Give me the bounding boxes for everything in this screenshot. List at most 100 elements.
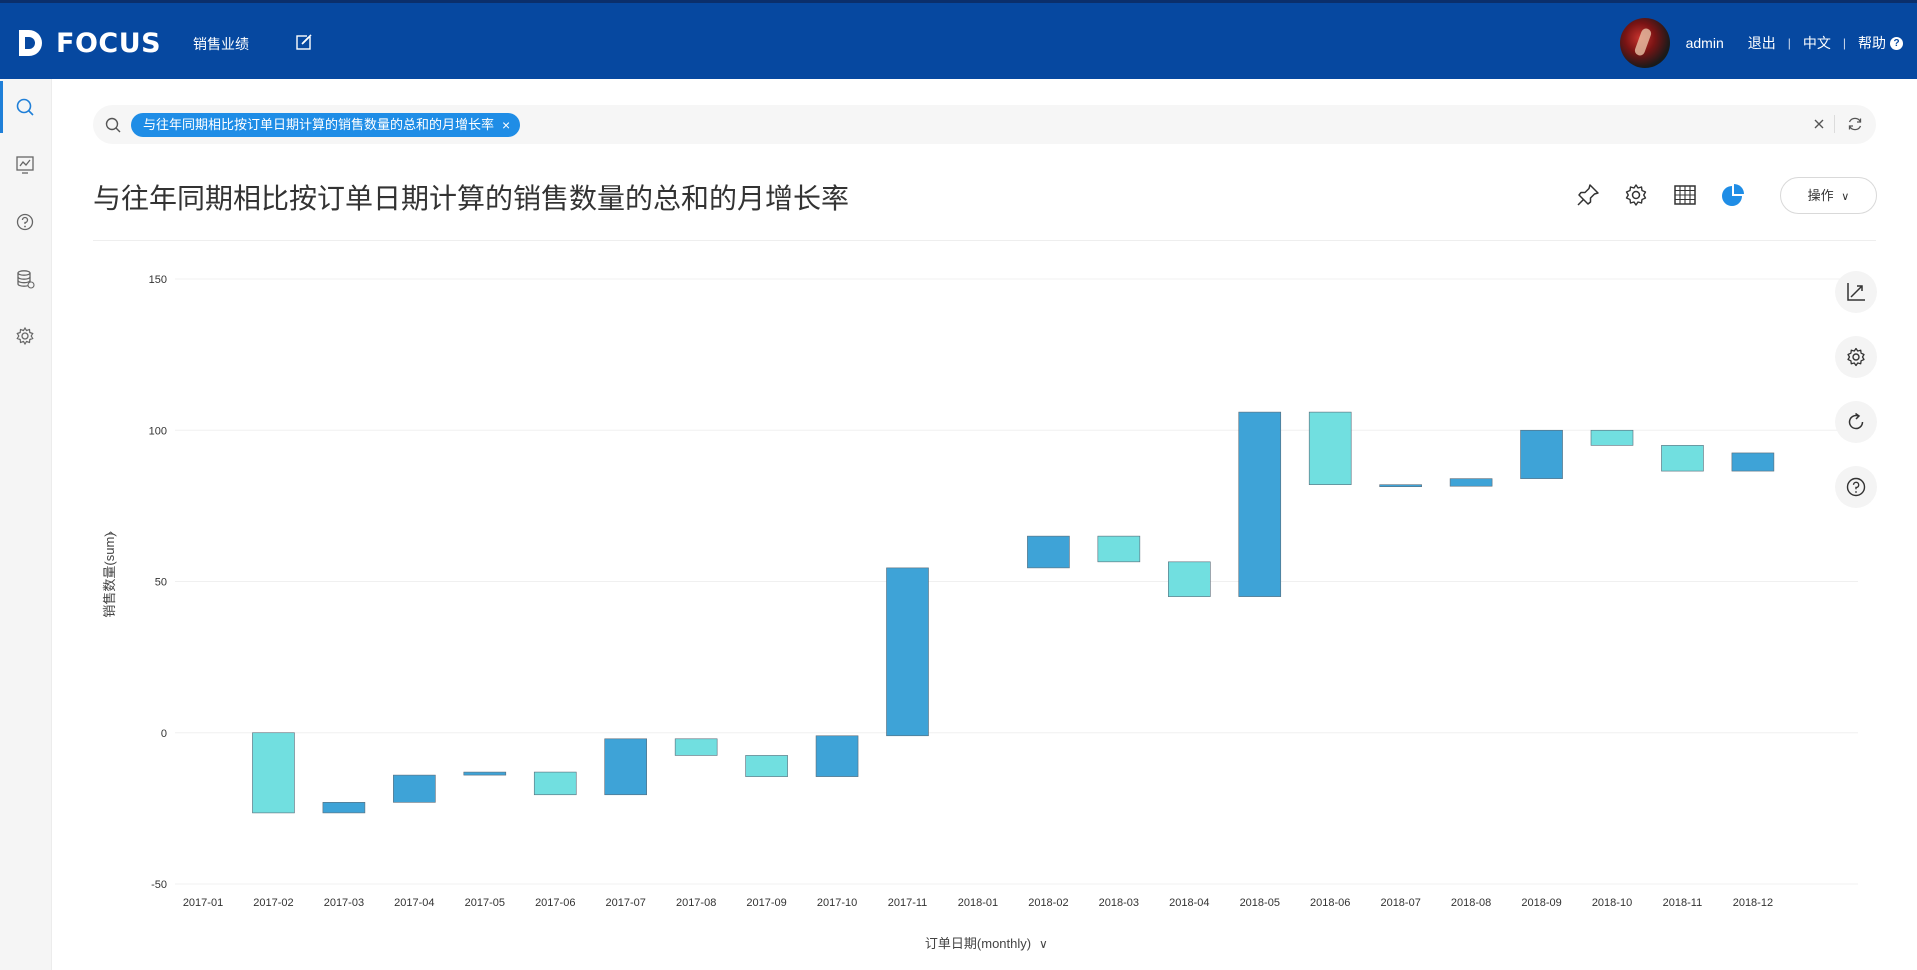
username[interactable]: admin — [1685, 35, 1724, 51]
tag-close-icon[interactable]: × — [502, 117, 511, 133]
search-icon — [105, 117, 121, 133]
pie-icon[interactable] — [1720, 182, 1746, 208]
bars — [252, 411, 1775, 814]
axis-settings-button[interactable] — [1835, 271, 1877, 313]
bar-2018-11[interactable] — [1661, 445, 1704, 472]
chevron-down-icon[interactable]: › — [103, 531, 117, 535]
logo-text: FOCUS — [56, 27, 162, 59]
bar-2018-12[interactable] — [1731, 452, 1775, 472]
logo[interactable]: FOCUS — [16, 25, 161, 61]
separator: | — [1842, 36, 1846, 50]
settings-icon[interactable] — [14, 325, 36, 347]
x-tick-label: 2018-05 — [1240, 897, 1280, 909]
x-tick-label: 2017-09 — [746, 897, 786, 909]
x-tick-label: 2017-03 — [324, 897, 364, 909]
y-axis-title[interactable]: 销售数量(sum) — [102, 532, 117, 617]
refresh-icon[interactable] — [1846, 115, 1864, 133]
x-tick-label: 2018-07 — [1380, 897, 1420, 909]
x-tick-label: 2018-12 — [1733, 897, 1773, 909]
bar-2017-04[interactable] — [393, 774, 436, 803]
y-tick-label: 150 — [149, 274, 167, 286]
refresh-icon — [1848, 412, 1864, 430]
operations-label: 操作 — [1807, 188, 1834, 203]
x-tick-label: 2018-01 — [958, 897, 998, 909]
x-tick-label: 2018-06 — [1310, 897, 1350, 909]
user-area: admin 退出 | 中文 | 帮助 ? — [1619, 18, 1903, 68]
bar-2018-04[interactable] — [1168, 561, 1211, 597]
bar-2017-06[interactable] — [533, 771, 577, 796]
database-icon[interactable] — [14, 268, 36, 290]
edit-icon[interactable] — [295, 33, 313, 51]
x-tick-label: 2018-02 — [1028, 897, 1068, 909]
x-tick-label: 2017-08 — [676, 897, 716, 909]
bar-2018-05[interactable] — [1238, 411, 1282, 597]
help-link[interactable]: 帮助 — [1858, 35, 1886, 51]
y-axis-ticks: 150 100 50 0 -50 — [149, 274, 167, 891]
divider — [1834, 115, 1835, 133]
help-icon — [1846, 477, 1866, 497]
clear-icon[interactable] — [1812, 117, 1826, 131]
x-tick-label: 2017-01 — [183, 897, 223, 909]
y-tick-label: -50 — [151, 879, 167, 891]
avatar[interactable] — [1619, 18, 1670, 68]
x-tick-label: 2018-11 — [1663, 897, 1703, 909]
search-icon[interactable] — [14, 96, 36, 118]
operations-button[interactable]: 操作 ∨ — [1780, 177, 1877, 214]
sidebar-active-indicator — [0, 81, 3, 133]
x-tick-label: 2017-04 — [394, 897, 434, 909]
nav-item-sales[interactable]: 销售业绩 — [193, 36, 249, 52]
sidebar — [0, 79, 52, 970]
pin-icon[interactable] — [1575, 182, 1601, 208]
bar-2017-11[interactable] — [886, 567, 929, 737]
refresh-chart-button[interactable] — [1835, 401, 1877, 443]
search-tag-label: 与往年同期相比按订单日期计算的销售数量的总和的月增长率 — [143, 117, 495, 132]
chevron-down-icon: ∨ — [1841, 191, 1850, 203]
y-tick-label: 100 — [149, 425, 167, 437]
bar-2018-06[interactable] — [1308, 411, 1352, 486]
bar-2017-02[interactable] — [252, 732, 295, 814]
x-axis-ticks: 2017-01 2017-02 2017-03 2017-04 2017-05 2017-… — [183, 897, 1773, 909]
logout-link[interactable]: 退出 — [1747, 35, 1776, 51]
help-icon[interactable]: ? — [1890, 36, 1903, 50]
bar-2017-05[interactable] — [463, 771, 507, 776]
bar-2017-10[interactable] — [815, 735, 859, 777]
bar-2018-02[interactable] — [1027, 535, 1070, 569]
board-icon[interactable] — [14, 154, 36, 176]
bar-2017-07[interactable] — [604, 738, 648, 796]
search-tag[interactable]: 与往年同期相比按订单日期计算的销售数量的总和的月增长率 × — [131, 113, 521, 137]
y-tick-label: 50 — [155, 577, 167, 589]
page-title: 与往年同期相比按订单日期计算的销售数量的总和的月增长率 — [93, 183, 850, 214]
search-bar[interactable]: 与往年同期相比按订单日期计算的销售数量的总和的月增长率 × — [93, 105, 1876, 144]
x-tick-label: 2017-11 — [888, 897, 928, 909]
y-tick-label: 0 — [161, 728, 167, 740]
x-tick-label: 2017-05 — [465, 897, 505, 909]
gear-icon — [1847, 347, 1865, 367]
top-navigation-bar: FOCUS 销售业绩 admin 退出 | 中文 | 帮助 ? — [0, 0, 1917, 79]
bar-2017-09[interactable] — [745, 755, 788, 777]
x-tick-label: 2017-06 — [535, 897, 575, 909]
language-link[interactable]: 中文 — [1802, 35, 1831, 51]
x-tick-label: 2018-09 — [1521, 897, 1561, 909]
bar-2017-08[interactable] — [674, 738, 718, 756]
bar-2017-03[interactable] — [322, 802, 366, 814]
help-icon[interactable] — [14, 211, 36, 233]
grid-lines — [175, 278, 1858, 885]
axis-icon — [1847, 283, 1865, 301]
x-tick-label: 2017-02 — [253, 897, 293, 909]
bar-2018-10[interactable] — [1590, 429, 1634, 446]
separator: | — [1787, 36, 1791, 50]
chevron-down-icon[interactable]: ∨ — [1039, 937, 1048, 951]
chart-settings-button[interactable] — [1835, 336, 1877, 378]
logo-mark-icon — [19, 30, 42, 56]
chart-help-button[interactable] — [1835, 466, 1877, 508]
bar-2018-07[interactable] — [1379, 484, 1422, 487]
table-icon[interactable] — [1672, 182, 1698, 208]
bar-2018-08[interactable] — [1449, 478, 1493, 487]
x-axis-title[interactable]: 订单日期(monthly) — [925, 936, 1031, 951]
gear-icon[interactable] — [1623, 182, 1649, 208]
bar-2018-09[interactable] — [1520, 429, 1563, 479]
divider — [93, 240, 1876, 241]
x-tick-label: 2018-10 — [1592, 897, 1632, 909]
bar-2018-03[interactable] — [1097, 535, 1141, 563]
